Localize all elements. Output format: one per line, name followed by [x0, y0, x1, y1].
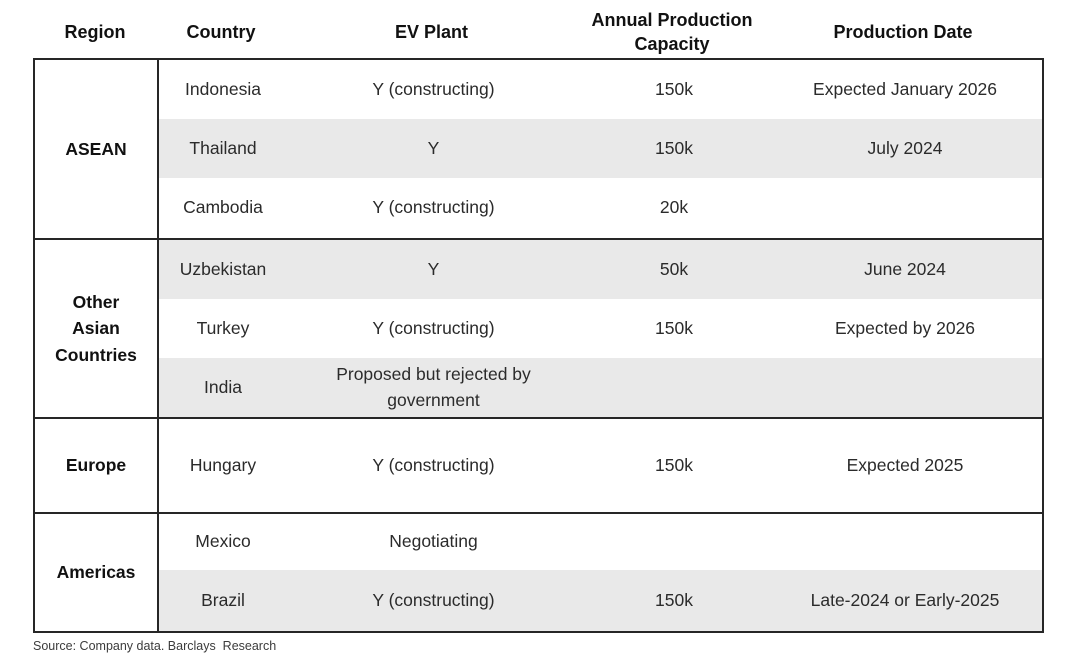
- cell-capacity: 150k: [655, 317, 693, 338]
- cell-ev-plant: Y: [427, 258, 440, 279]
- row-hungary: Hungary Y (constructing) 150k Expected 2…: [159, 419, 1042, 512]
- row-thailand: Thailand Y 150k July 2024: [159, 119, 1042, 178]
- ev-plant-table: ASEAN Indonesia Y (constructing) 150k Ex…: [33, 58, 1044, 633]
- column-header-region: Region: [64, 21, 126, 42]
- column-header-country: Country: [186, 21, 256, 42]
- section-americas: Americas Mexico Negotiating Brazil Y (co…: [35, 512, 1042, 631]
- cell-capacity: 150k: [655, 137, 693, 158]
- cell-ev-plant: Y: [427, 137, 440, 158]
- region-label: ASEAN: [65, 138, 127, 159]
- cell-production-date: Expected January 2026: [813, 78, 997, 99]
- cell-capacity: 50k: [659, 258, 689, 279]
- cell-country: India: [204, 376, 242, 397]
- region-cell-other-asian-countries: Other Asian Countries: [35, 240, 159, 417]
- cell-ev-plant: Y (constructing): [372, 197, 495, 218]
- cell-production-date: [768, 358, 1042, 417]
- region-cell-americas: Americas: [35, 514, 159, 631]
- region-label: Europe: [65, 455, 127, 476]
- cell-ev-plant: Y (constructing): [372, 317, 495, 338]
- cell-capacity: 150k: [655, 78, 693, 99]
- cell-production-date: [768, 178, 1042, 238]
- cell-capacity: 20k: [659, 197, 689, 218]
- row-india: India Proposed but rejected by governmen…: [159, 358, 1042, 417]
- region-label: Other Asian Countries: [55, 292, 137, 365]
- cell-country: Thailand: [189, 137, 257, 158]
- cell-country: Uzbekistan: [179, 258, 267, 279]
- cell-production-date: June 2024: [864, 258, 946, 279]
- cell-capacity: [580, 514, 768, 570]
- cell-production-date: Expected 2025: [846, 454, 964, 475]
- region-cell-europe: Europe: [35, 419, 159, 512]
- column-header-ev-plant: EV Plant: [394, 21, 469, 42]
- cell-ev-plant: Y (constructing): [372, 454, 495, 475]
- cell-production-date: Late-2024 or Early-2025: [810, 589, 1000, 610]
- region-cell-asean: ASEAN: [35, 60, 159, 238]
- cell-country: Indonesia: [185, 78, 261, 99]
- cell-country: Mexico: [195, 531, 251, 552]
- column-header-production-date: Production Date: [833, 21, 973, 42]
- cell-country: Turkey: [196, 317, 250, 338]
- row-mexico: Mexico Negotiating: [159, 514, 1042, 570]
- cell-production-date: Expected by 2026: [834, 317, 976, 338]
- row-brazil: Brazil Y (constructing) 150k Late-2024 o…: [159, 570, 1042, 631]
- row-indonesia: Indonesia Y (constructing) 150k Expected…: [159, 60, 1042, 119]
- section-asean: ASEAN Indonesia Y (constructing) 150k Ex…: [35, 60, 1042, 238]
- cell-capacity: 150k: [655, 454, 693, 475]
- row-cambodia: Cambodia Y (constructing) 20k: [159, 178, 1042, 238]
- source-note: Source: Company data. Barclays Research: [33, 639, 277, 653]
- table-header-row: Region Country EV Plant Annual Productio…: [33, 6, 1080, 58]
- cell-capacity: [580, 358, 768, 417]
- cell-production-date: July 2024: [867, 137, 943, 158]
- cell-country: Hungary: [189, 454, 257, 475]
- section-europe: Europe Hungary Y (constructing) 150k Exp…: [35, 417, 1042, 512]
- cell-ev-plant: Negotiating: [389, 531, 478, 552]
- cell-ev-plant: Y (constructing): [372, 589, 495, 610]
- cell-production-date: [768, 514, 1042, 570]
- cell-country: Brazil: [201, 589, 245, 610]
- region-label: Americas: [56, 562, 136, 583]
- row-turkey: Turkey Y (constructing) 150k Expected by…: [159, 299, 1042, 358]
- cell-capacity: 150k: [655, 589, 693, 610]
- section-other-asian-countries: Other Asian Countries Uzbekistan Y 50k J…: [35, 238, 1042, 417]
- row-uzbekistan: Uzbekistan Y 50k June 2024: [159, 240, 1042, 299]
- cell-ev-plant: Y (constructing): [372, 78, 495, 99]
- cell-country: Cambodia: [183, 197, 263, 218]
- column-header-annual-production-capacity: Annual Production Capacity: [591, 9, 753, 54]
- cell-ev-plant: Proposed but rejected by government: [336, 364, 531, 410]
